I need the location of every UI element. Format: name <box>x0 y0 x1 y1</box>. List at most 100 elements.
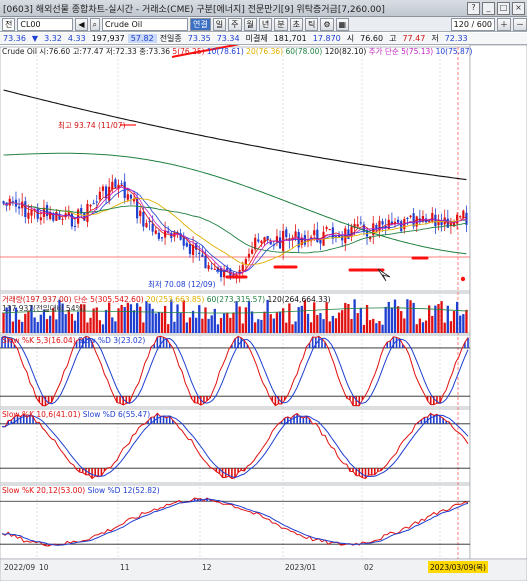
volume-bar <box>167 324 170 333</box>
volume-bar <box>42 309 46 333</box>
volume-bar <box>244 307 248 333</box>
candle-body <box>58 214 61 220</box>
quote-field-2: 73.34 <box>216 34 240 43</box>
candle-body <box>306 239 310 242</box>
stoch2-d-label: Slow %D 6(55.47) <box>82 410 151 419</box>
period-second-button[interactable]: 초 <box>289 17 303 31</box>
period-week-button[interactable]: 주 <box>228 17 242 31</box>
maximize-button[interactable]: □ <box>497 2 510 15</box>
volume-bar <box>393 299 397 333</box>
volume-bar <box>257 319 260 333</box>
volume-bar <box>235 301 238 333</box>
low-value: 72.33 <box>444 34 468 43</box>
candle-body <box>191 244 195 255</box>
volume-bar <box>204 307 207 333</box>
volume-bar <box>98 320 102 333</box>
stochastic-panel-2[interactable] <box>0 412 470 480</box>
moving-average-line <box>3 186 467 275</box>
candle-body <box>331 227 334 239</box>
volume-bar <box>139 306 142 333</box>
volume-bar <box>111 317 114 333</box>
volume-legend-item: 거래량(197,937.00) <box>2 295 74 304</box>
stoch1-k-label: Slow %K 5,3(16.04) <box>2 336 76 345</box>
candle-body <box>226 267 229 272</box>
zoom-out-button[interactable]: － <box>513 17 527 31</box>
period-month-button[interactable]: 월 <box>243 17 257 31</box>
candle-body <box>204 255 207 269</box>
volume-bar <box>356 313 359 333</box>
volume-bar <box>368 320 372 333</box>
volume-bar <box>24 313 27 333</box>
chart-area[interactable]: 2022/09 10 11 12 2023/01 02 2023/03/09(목) <box>0 45 527 581</box>
minimize-button[interactable]: _ <box>482 2 495 15</box>
stoch3-d-label: Slow %D 12(52.82) <box>87 486 160 495</box>
candle-body <box>219 268 223 277</box>
volume-bar <box>135 303 139 333</box>
candle-body <box>101 186 105 191</box>
settings-icon[interactable]: ⚙ <box>320 17 334 31</box>
volume-bar <box>132 310 136 333</box>
time-axis-label: 11 <box>120 563 130 572</box>
volume-bar <box>219 317 223 333</box>
open-interest-value: 181,701 <box>273 34 307 43</box>
volume-panel[interactable] <box>1 299 469 333</box>
candle-body <box>213 268 216 270</box>
candle-body <box>55 211 58 221</box>
grid-lines <box>0 45 527 560</box>
candle-body <box>257 239 260 242</box>
period-tick-button[interactable]: 틱 <box>305 17 319 31</box>
candle-body <box>114 179 117 188</box>
prev-symbol-button[interactable]: ◀ <box>75 17 88 31</box>
candle-body <box>459 216 462 218</box>
price-panel[interactable] <box>2 89 468 286</box>
low-annotation: 최저 70.08 (12/09) <box>148 280 216 289</box>
zoom-in-button[interactable]: ＋ <box>497 17 511 31</box>
window-titlebar[interactable]: [0603] 해외선물 종합차트-실시간 - 거래소(CME) 구분[에너지] … <box>0 0 527 17</box>
volume-bar <box>226 312 229 333</box>
volume-legend-item: 60(273,315.57) <box>206 295 268 304</box>
volume-pct: 57.82 <box>127 34 157 43</box>
volume-bar <box>142 322 145 333</box>
volume-bar <box>462 314 465 333</box>
candle-body <box>198 252 201 255</box>
help-button[interactable]: ? <box>467 2 480 15</box>
zoom-count[interactable]: 120 / 600 <box>450 17 495 31</box>
candle-body <box>126 194 129 200</box>
volume-bar <box>328 321 331 333</box>
time-axis-label: 2022/09 <box>4 563 35 572</box>
volume-legend-item: 120(264,664.33) <box>267 295 331 304</box>
stochastic-panel-1[interactable] <box>0 335 470 407</box>
volume-bar <box>123 307 126 333</box>
code-input[interactable]: CL00 <box>17 17 74 31</box>
period-day-button[interactable]: 일 <box>212 17 227 31</box>
price-legend-item: 10(78.61) <box>206 47 247 56</box>
search-icon[interactable]: ⌕ <box>89 17 101 31</box>
stochastic-panel-3[interactable] <box>0 497 470 547</box>
volume-bar <box>291 324 294 333</box>
candle-body <box>154 230 157 234</box>
continuous-button[interactable]: 연결 <box>190 17 211 31</box>
volume-bar <box>309 322 313 333</box>
volume-bar <box>117 308 120 333</box>
period-year-button[interactable]: 년 <box>258 17 273 31</box>
volume-bar <box>27 310 30 333</box>
volume-bar <box>313 302 316 333</box>
period-minute-button[interactable]: 분 <box>274 17 288 31</box>
volume-bar <box>49 315 52 333</box>
market-select[interactable]: 전 <box>2 17 16 31</box>
ma60-line <box>3 152 467 255</box>
time-axis-label: 2023/01 <box>285 563 316 572</box>
candle-body <box>254 237 257 250</box>
volume-bar <box>2 312 5 333</box>
volume-bar <box>452 311 456 333</box>
volume-bar <box>406 299 409 333</box>
candle-body <box>347 229 350 239</box>
grid-icon[interactable]: ▦ <box>335 17 350 31</box>
candle-body <box>27 212 30 219</box>
candle-body <box>11 201 14 203</box>
volume-bar <box>185 322 188 333</box>
volume-bar <box>222 313 226 333</box>
candle-body <box>341 237 344 241</box>
volume-bar <box>412 302 415 333</box>
close-button[interactable]: × <box>512 2 525 15</box>
